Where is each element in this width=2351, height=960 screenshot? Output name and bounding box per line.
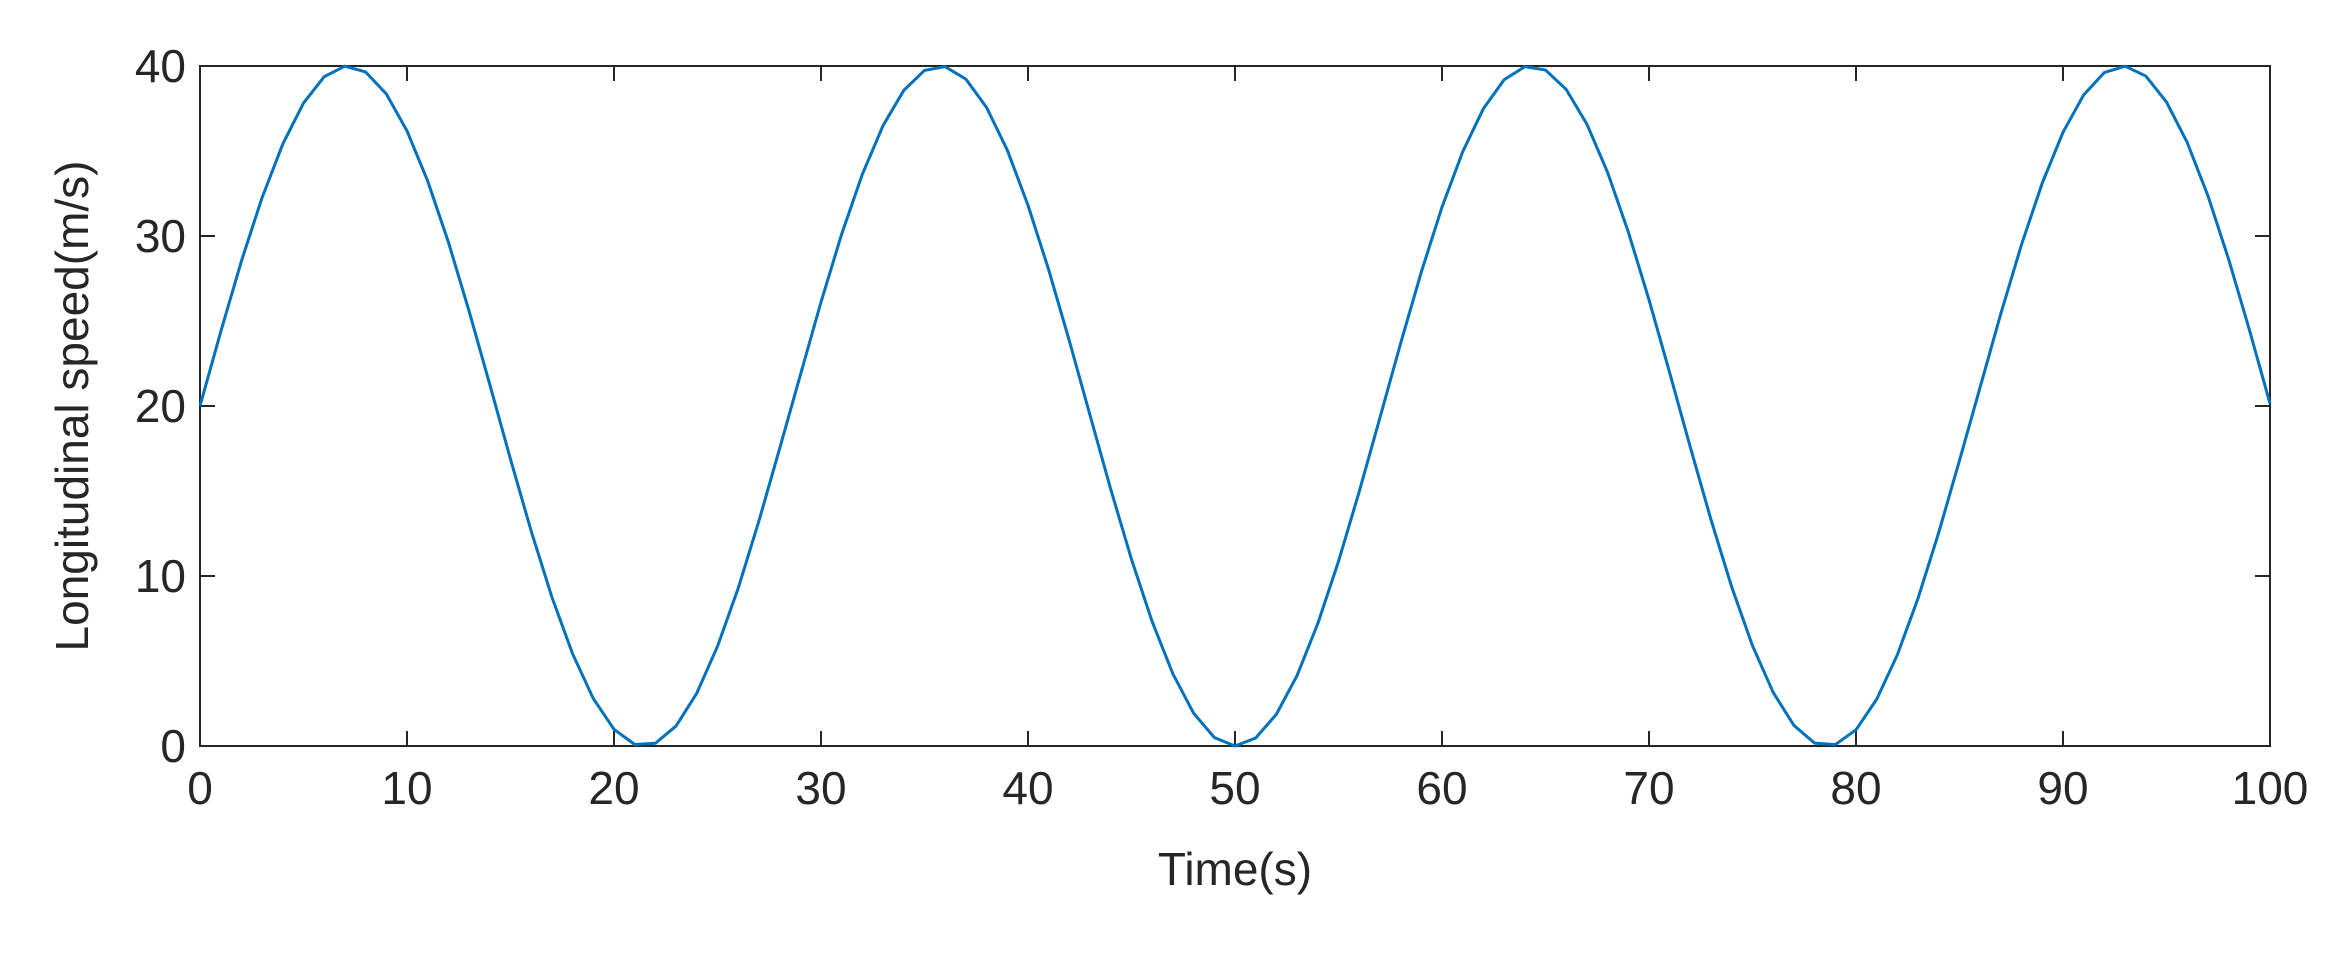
x-tick-label: 70 <box>1623 762 1674 814</box>
y-tick-label: 30 <box>135 210 186 262</box>
x-tick-label: 80 <box>1830 762 1881 814</box>
y-tick-label: 0 <box>160 720 186 772</box>
x-tick-label: 90 <box>2037 762 2088 814</box>
y-axis-label: Longitudinal speed(m/s) <box>46 161 98 652</box>
x-tick-label: 40 <box>1002 762 1053 814</box>
data-line <box>198 64 2272 748</box>
x-axis-label: Time(s) <box>1158 843 1312 895</box>
x-tick-label: 30 <box>795 762 846 814</box>
x-tick-label: 50 <box>1209 762 1260 814</box>
y-tick-label: 20 <box>135 380 186 432</box>
x-tick-label: 0 <box>187 762 213 814</box>
y-tick-label: 40 <box>135 40 186 92</box>
x-tick-label: 20 <box>588 762 639 814</box>
x-tick-label: 100 <box>2232 762 2309 814</box>
x-tick-label: 60 <box>1416 762 1467 814</box>
y-tick-label: 10 <box>135 550 186 602</box>
plot-box <box>199 65 2271 747</box>
x-tick-label: 10 <box>381 762 432 814</box>
